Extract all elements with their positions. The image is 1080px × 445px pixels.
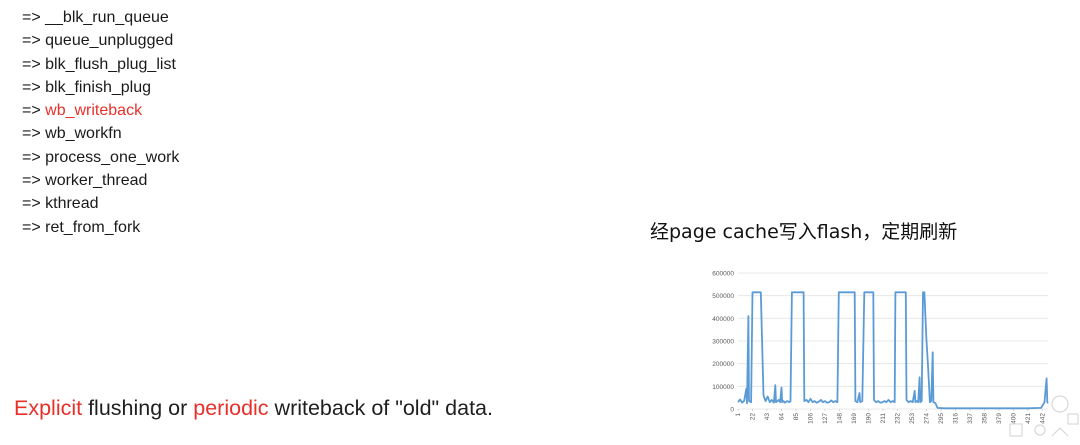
call-trace: => __blk_run_queue => queue_unplugged => b… — [22, 6, 179, 239]
x-tick-label: 421 — [1025, 413, 1032, 424]
trace-line: => wb_writeback — [22, 99, 179, 122]
chart-svg: 0 100000 200000 300000 400000 500000 600000 1 22… — [712, 271, 1049, 424]
x-tick-label: 379 — [996, 413, 1003, 424]
x-tick-label: 127 — [822, 413, 829, 424]
trace-line: => blk_flush_plug_list — [22, 55, 176, 73]
caption-periodic: periodic — [193, 396, 269, 420]
x-tick-label: 253 — [909, 413, 916, 424]
watermark-icons — [1009, 395, 1079, 437]
x-tick-label: 85 — [793, 413, 800, 421]
x-tick-label: 43 — [764, 413, 771, 421]
y-tick-label: 600000 — [712, 271, 734, 278]
caption-text-1: flushing or — [82, 396, 194, 420]
x-tick-label: 106 — [807, 413, 814, 424]
x-tick-label: 22 — [749, 413, 756, 421]
caption: Explicit flushing or periodic writeback … — [14, 396, 493, 421]
trace-line: => wb_workfn — [22, 125, 122, 143]
x-tick-label: 316 — [952, 413, 959, 424]
trace-line: => process_one_work — [22, 148, 180, 166]
trace-line: => kthread — [22, 195, 99, 213]
trace-line: => blk_finish_plug — [22, 78, 151, 96]
x-tick-label: 400 — [1010, 413, 1017, 424]
series-line — [737, 291, 1049, 410]
y-tick-label: 100000 — [712, 384, 734, 391]
x-tick-label: 211 — [880, 413, 887, 424]
x-tick-label: 64 — [778, 413, 785, 421]
y-tick-label: 300000 — [712, 339, 734, 346]
caption-explicit: Explicit — [14, 396, 83, 420]
trace-line: => worker_thread — [22, 172, 148, 190]
writeback-chart: 0 100000 200000 300000 400000 500000 600000 1 22… — [700, 265, 1080, 440]
y-tick-label: 0 — [730, 407, 734, 414]
x-tick-label: 358 — [981, 413, 988, 424]
trace-line: => __blk_run_queue — [22, 9, 169, 26]
x-tick-label: 232 — [894, 413, 901, 424]
trace-line: => queue_unplugged — [22, 32, 174, 50]
y-tick-label: 500000 — [712, 293, 734, 300]
chart-title: 经page cache写入flash，定期刷新 — [650, 221, 958, 243]
y-tick-label: 400000 — [712, 316, 734, 323]
x-tick-label: 442 — [1039, 413, 1046, 424]
trace-line: => ret_from_fork — [22, 218, 141, 236]
x-tick-label: 148 — [836, 413, 843, 424]
x-tick-label: 337 — [967, 413, 974, 424]
caption-text-2: writeback of "old" data. — [268, 396, 493, 420]
trace-prefix: => — [22, 102, 46, 120]
trace-highlight: wb_writeback — [45, 102, 143, 120]
x-tick-label: 1 — [735, 413, 742, 417]
x-tick-label: 295 — [938, 413, 945, 424]
x-tick-label: 274 — [923, 413, 930, 424]
x-tick-label: 169 — [851, 413, 858, 424]
x-tick-label: 190 — [865, 413, 872, 424]
y-tick-label: 200000 — [712, 361, 734, 368]
